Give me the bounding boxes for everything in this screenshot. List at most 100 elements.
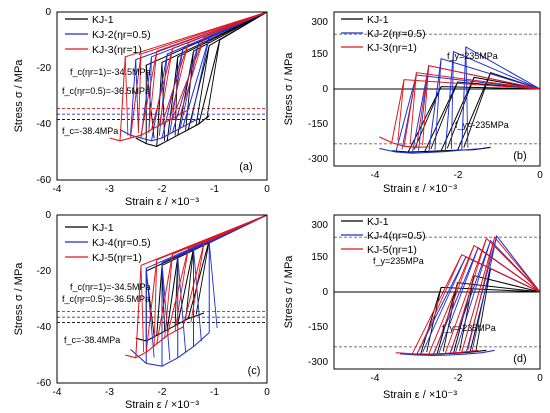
x-tick-label: -4 (53, 387, 62, 398)
annotation-fy-label: f_y=235MPa (447, 51, 498, 61)
y-tick-label: -40 (37, 119, 52, 130)
series-unload-line (158, 53, 168, 136)
x-axis-ticks: -4 -3 -2 -1 0 (53, 387, 271, 398)
legend-label: KJ-1 (92, 222, 114, 234)
series-unload-line (475, 268, 492, 350)
legend-label: KJ-3(ηr=1) (367, 42, 417, 54)
series-unload-line (164, 254, 173, 339)
chart-panel-b (334, 33, 540, 154)
y-tick-label: -60 (37, 378, 52, 389)
panel-label: (d) (513, 353, 526, 365)
series-unload-line (467, 237, 496, 350)
chart-panel-d (334, 234, 540, 357)
y-axis-label: Stress σ / MPa (283, 52, 295, 126)
y-axis-ticks: 0 -20 -40 -60 (37, 7, 52, 186)
x-tick-label: -4 (53, 184, 62, 195)
chart-panel-a (57, 12, 267, 147)
plot-frame (56, 214, 268, 384)
series-envelope-line (109, 109, 189, 142)
series-unload-line (418, 254, 463, 352)
series-unload-line (465, 46, 469, 148)
x-axis-label: Strain ε / ×10⁻³ (125, 399, 199, 411)
series-unload-line (190, 37, 210, 123)
series-unload-line (190, 242, 205, 323)
series-unload-line (124, 56, 129, 136)
y-tick-label: 0 (45, 7, 51, 18)
series-unload-line (174, 248, 189, 331)
series-envelope-line (135, 115, 210, 147)
x-tick-label: -3 (105, 184, 114, 195)
y-tick-label: -150 (308, 119, 328, 130)
x-tick-label: -4 (371, 373, 380, 384)
x-tick-label: 0 (537, 170, 543, 181)
y-axis-label: Stress σ / MPa (283, 255, 295, 329)
annotation-fy-label: f_y=-235MPa (455, 120, 509, 130)
series-cycle-line (140, 12, 267, 136)
series-cycle-line (156, 215, 267, 344)
series-unload-line (450, 51, 454, 150)
series-unload-line (438, 247, 479, 354)
x-axis-ticks: -4 -3 -2 -1 0 (53, 184, 271, 195)
panel-label: (b) (513, 150, 526, 162)
legend-label: KJ-4(ηr=0.5) (367, 230, 426, 242)
legend: KJ-1 KJ-4(ηr=0.5) KJ-5(ηr=1) (341, 216, 426, 256)
legend-label: KJ-4(ηr=0.5) (92, 237, 151, 249)
x-tick-label: 0 (264, 387, 270, 398)
y-tick-label: 300 (311, 220, 328, 231)
series-cycle-line (461, 46, 540, 151)
annotation-fy-label: f_y=-235MPa (442, 323, 496, 333)
y-tick-label: -20 (37, 63, 52, 74)
x-tick-label: -2 (158, 387, 167, 398)
series-cycle-line (428, 58, 540, 153)
plot-frame (333, 11, 541, 167)
annotation-fc-label: f_c(ηr=1)=-34.5MPa (70, 67, 151, 77)
series-unload-line (397, 79, 405, 141)
x-tick-label: -3 (105, 387, 114, 398)
series-unload-line (422, 256, 467, 353)
legend: KJ-1 KJ-2(ηr=0.5) KJ-3(ηr=1) (341, 14, 426, 54)
series-unload-line (148, 56, 152, 133)
annotation-fc-label: f_c(ηr=0.5)=-36.5MPa (62, 86, 150, 96)
y-axis-label: Stress σ / MPa (13, 262, 25, 336)
series-unload-line (153, 259, 158, 347)
x-axis-ticks: -4 -2 0 (371, 170, 544, 181)
series-unload-line (434, 58, 442, 150)
annotation-fc-label: f_c=-38.4MPa (62, 126, 118, 136)
series-unload-line (442, 282, 459, 352)
series-envelope-line (125, 326, 184, 359)
series-unload-line (179, 37, 205, 115)
series-unload-line (455, 240, 491, 353)
y-tick-label: -60 (37, 175, 52, 186)
series-unload-line (140, 265, 145, 353)
series-cycle-line (444, 50, 540, 152)
series-unload-line (177, 256, 187, 353)
series-unload-line (413, 86, 442, 150)
series-unload-line (430, 81, 459, 150)
legend-label: KJ-1 (367, 14, 389, 26)
x-tick-label: 0 (264, 184, 270, 195)
x-tick-label: -1 (210, 387, 219, 398)
series-unload-line (459, 275, 475, 351)
series-cycle-line (208, 215, 267, 333)
series-envelope-line (119, 117, 200, 142)
y-tick-label: 0 (45, 210, 51, 221)
series-unload-line (208, 242, 218, 328)
x-tick-label: -2 (454, 373, 463, 384)
x-axis-label: Strain ε / ×10⁻³ (383, 389, 457, 401)
y-axis-ticks: 300 150 0 -150 -300 (308, 220, 328, 368)
y-tick-label: -20 (37, 266, 52, 277)
annotation-fc-label: f_c(ηr=1)=-34.5MPa (70, 282, 151, 292)
y-tick-label: -150 (308, 322, 328, 333)
x-tick-label: -4 (371, 170, 380, 181)
series-unload-line (195, 45, 210, 125)
series-unload-line (169, 42, 189, 120)
y-tick-label: 150 (311, 49, 328, 60)
y-tick-label: -300 (308, 154, 328, 165)
y-tick-label: 300 (311, 17, 328, 28)
annotation-fc-label: f_c(ηr=0.5)=-36.5MPa (62, 294, 150, 304)
series-cycle-line (436, 282, 540, 355)
series-cycle-line (448, 239, 540, 356)
y-tick-label: 0 (322, 287, 328, 298)
x-axis-label: Strain ε / ×10⁻³ (125, 196, 199, 208)
series-cycle-line (432, 246, 540, 356)
